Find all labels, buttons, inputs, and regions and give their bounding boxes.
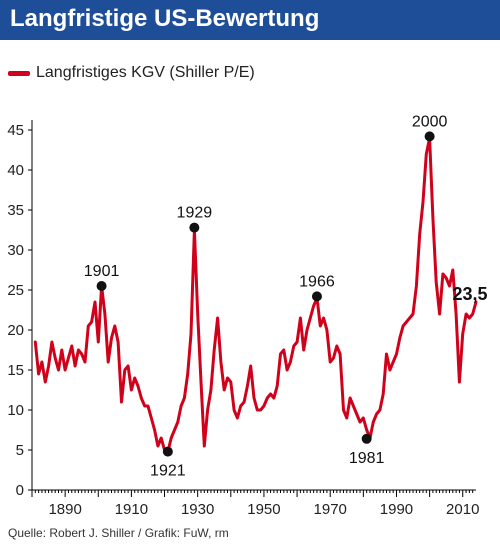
y-tick-label: 35 bbox=[7, 202, 24, 219]
annotation-label: 2000 bbox=[412, 113, 448, 130]
source-note: Quelle: Robert J. Shiller / Grafik: FuW,… bbox=[8, 526, 229, 540]
y-tick-label: 5 bbox=[16, 442, 24, 459]
x-tick-label: 1950 bbox=[247, 501, 280, 518]
end-value-label: 23,5 bbox=[452, 284, 487, 304]
annotation-label: 1921 bbox=[150, 463, 186, 480]
legend-swatch bbox=[8, 71, 30, 76]
annotation-dot bbox=[189, 222, 200, 233]
chart-title: Langfristige US-Bewertung bbox=[10, 5, 320, 32]
y-tick-label: 40 bbox=[7, 162, 24, 179]
x-tick-label: 1930 bbox=[181, 501, 214, 518]
y-tick-label: 20 bbox=[7, 322, 24, 339]
annotation-label: 1929 bbox=[177, 205, 213, 222]
y-tick-label: 45 bbox=[7, 122, 24, 139]
y-tick-label: 10 bbox=[7, 402, 24, 419]
x-tick-label: 1910 bbox=[115, 501, 148, 518]
annotation-dot bbox=[96, 281, 107, 291]
x-tick-label: 1890 bbox=[48, 501, 81, 518]
annotation-label: 1901 bbox=[84, 263, 120, 280]
x-tick-label: 1970 bbox=[314, 501, 347, 518]
x-tick-label: 2010 bbox=[446, 501, 479, 518]
annotation-label: 1966 bbox=[299, 273, 335, 290]
annotation-dot bbox=[361, 433, 372, 444]
title-bar: Langfristige US-Bewertung bbox=[0, 0, 500, 40]
annotation-dot bbox=[424, 131, 435, 142]
series-line-0 bbox=[33, 136, 478, 454]
annotation-label: 1981 bbox=[349, 450, 385, 467]
annotation-dot bbox=[311, 291, 322, 302]
legend-label: Langfristiges KGV (Shiller P/E) bbox=[36, 64, 255, 81]
y-tick-label: 15 bbox=[7, 362, 24, 379]
x-tick-label: 1990 bbox=[380, 501, 413, 518]
annotation-dot bbox=[162, 446, 173, 457]
y-tick-label: 30 bbox=[7, 242, 24, 259]
y-tick-label: 25 bbox=[7, 282, 24, 299]
y-tick-label: 0 bbox=[16, 482, 24, 499]
